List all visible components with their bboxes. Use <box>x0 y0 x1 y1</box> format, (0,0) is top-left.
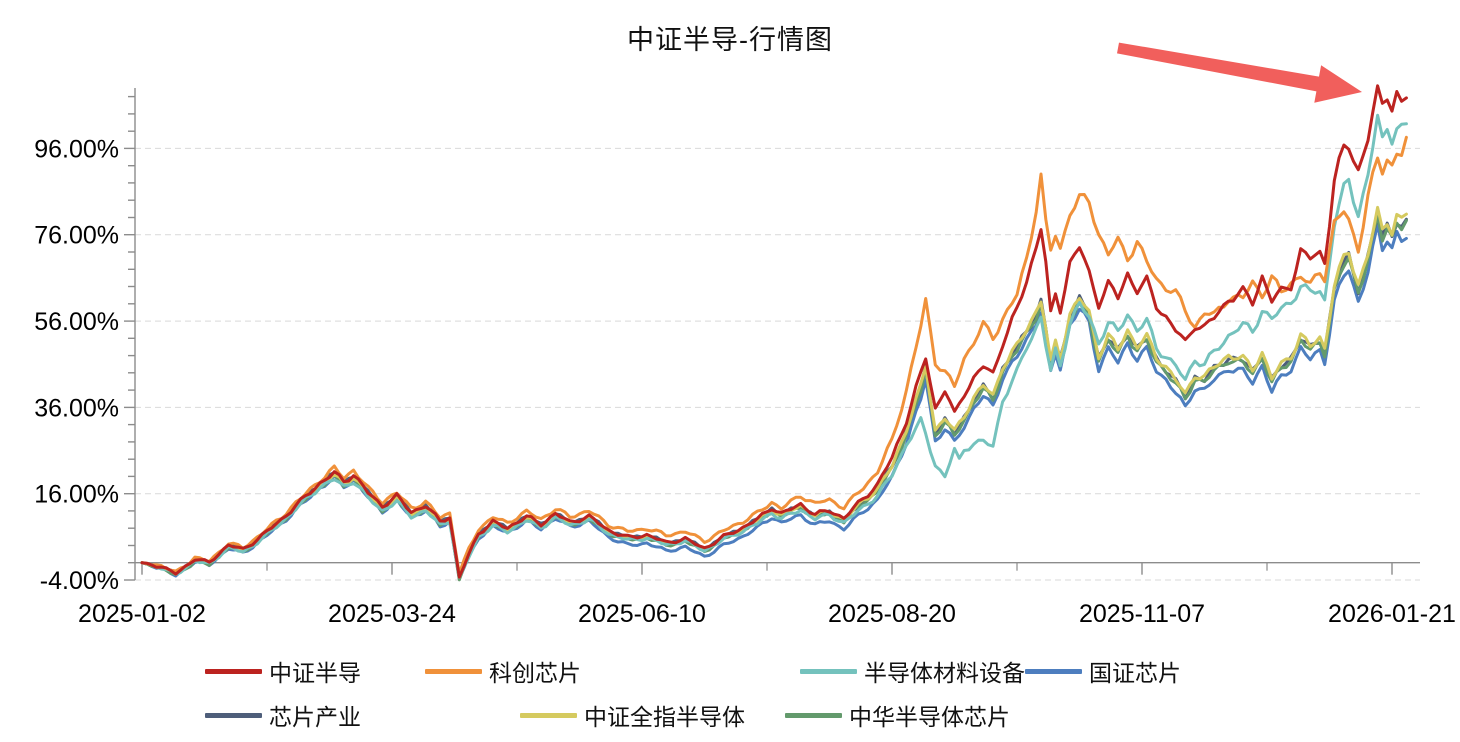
x-axis: 2025-01-02 2025-03-24 2025-06-10 2025-08-20… <box>78 562 1456 628</box>
x-tick-label: 2025-06-10 <box>578 600 706 628</box>
y-tick-label: 96.00% <box>34 135 119 163</box>
y-tick-label: 36.00% <box>34 394 119 422</box>
y-axis: -4.00% 16.00% 36.00% 56.00% 76.00% 96.00% <box>34 88 136 595</box>
legend-item-0[interactable]: 中证半导 <box>205 656 361 686</box>
legend-label: 中华半导体芯片 <box>849 704 1010 730</box>
series-line-4 <box>140 216 1408 577</box>
legend-label: 芯片产业 <box>269 704 361 730</box>
legend-label: 半导体材料设备 <box>864 660 1025 686</box>
y-tick-label: -4.00% <box>40 567 119 595</box>
legend-item-4[interactable]: 芯片产业 <box>205 700 361 730</box>
legend-swatch <box>205 668 262 674</box>
y-tick-label: 56.00% <box>34 308 119 336</box>
grid-lines <box>135 147 1420 581</box>
chart-title: 中证半导-行情图 <box>627 25 833 55</box>
x-tick-label: 2025-01-02 <box>78 600 206 628</box>
legend-item-2[interactable]: 半导体材料设备 <box>800 656 1025 686</box>
series-line-1 <box>140 135 1408 576</box>
y-tick-label: 16.00% <box>34 481 119 509</box>
legend-item-6[interactable]: 中华半导体芯片 <box>785 700 1010 730</box>
legend-swatch <box>425 668 482 674</box>
legend-item-3[interactable]: 国证芯片 <box>1025 656 1181 686</box>
series-line-0 <box>140 84 1408 579</box>
legend-swatch <box>520 712 577 718</box>
legend-item-5[interactable]: 中证全指半导体 <box>520 700 745 730</box>
legend-label: 中证全指半导体 <box>584 704 745 730</box>
legend-label: 中证半导 <box>269 660 361 686</box>
legend-swatch <box>800 668 857 674</box>
x-tick-label: 2025-03-24 <box>328 600 456 628</box>
series-line-2 <box>140 113 1408 579</box>
highlight-arrow-icon <box>1117 42 1362 103</box>
legend-label: 科创芯片 <box>489 660 581 686</box>
y-tick-label: 76.00% <box>34 222 119 250</box>
x-tick-label: 2025-11-07 <box>1079 600 1205 628</box>
legend-label: 国证芯片 <box>1089 660 1181 686</box>
legend-swatch <box>785 712 842 718</box>
series-line-3 <box>140 223 1408 580</box>
x-tick-label: 2025-08-20 <box>828 600 956 628</box>
series-line-5 <box>140 205 1408 577</box>
legend-swatch <box>205 712 262 718</box>
series-line-6 <box>140 214 1408 582</box>
x-tick-label: 2026-01-21 <box>1328 600 1456 628</box>
legend-swatch <box>1025 668 1082 674</box>
legend-item-1[interactable]: 科创芯片 <box>425 656 581 686</box>
